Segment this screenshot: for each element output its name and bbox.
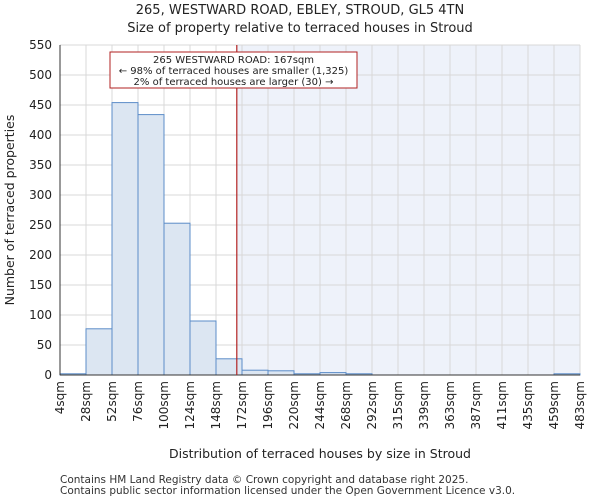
y-tick-label: 50: [37, 338, 52, 352]
x-tick-label: 76sqm: [131, 381, 145, 422]
x-tick-label: 4sqm: [53, 381, 67, 414]
histogram-bar: [85, 328, 113, 376]
y-tick-label: 350: [29, 158, 52, 172]
x-tick-label: 244sqm: [313, 381, 327, 429]
histogram-chart: 0 50 100 150 200 250 300 350 400 450 500 550 4sqm 28s…: [2, 38, 587, 461]
x-tick-label: 459sqm: [547, 381, 561, 429]
x-tick-label: 339sqm: [417, 381, 431, 429]
x-tick-label: 387sqm: [469, 381, 483, 429]
y-tick-label: 550: [29, 38, 52, 52]
y-tick-label: 150: [29, 278, 52, 292]
x-tick-label: 363sqm: [443, 381, 457, 429]
y-tick-label: 500: [29, 68, 52, 82]
x-tick-label: 292sqm: [365, 381, 379, 429]
histogram-bar: [267, 370, 295, 376]
x-tick-label: 100sqm: [157, 381, 171, 429]
histogram-bar: [189, 320, 217, 376]
x-tick-label: 124sqm: [183, 381, 197, 429]
histogram-bar: [163, 222, 191, 376]
x-tick-label: 268sqm: [339, 381, 353, 429]
x-tick-label: 172sqm: [235, 381, 249, 429]
y-tick-label: 400: [29, 128, 52, 142]
chart-subtitle: Size of property relative to terraced ho…: [127, 21, 473, 36]
y-tick-label: 300: [29, 188, 52, 202]
y-tick-label: 200: [29, 248, 52, 262]
histogram-bar: [137, 114, 165, 376]
chart-title: 265, WESTWARD ROAD, EBLEY, STROUD, GL5 4…: [135, 3, 465, 18]
footer-licence: Contains public sector information licen…: [60, 485, 516, 497]
histogram-bar: [241, 369, 269, 376]
annotation-line-1: 265 WESTWARD ROAD: 167sqm: [153, 55, 314, 66]
x-tick-label: 148sqm: [209, 381, 223, 429]
histogram-bar: [111, 102, 139, 376]
annotation-line-3: 2% of terraced houses are larger (30) →: [134, 77, 334, 88]
y-tick-label: 0: [44, 368, 52, 382]
histogram-bar: [215, 358, 243, 376]
y-axis-title: Number of terraced properties: [2, 115, 17, 306]
x-tick-label: 483sqm: [573, 381, 587, 429]
x-tick-label: 52sqm: [105, 381, 119, 422]
y-tick-label: 250: [29, 218, 52, 232]
y-tick-label: 450: [29, 98, 52, 112]
footer-copyright: Contains HM Land Registry data © Crown c…: [60, 474, 469, 486]
annotation-box: [109, 51, 358, 89]
y-tick-label: 100: [29, 308, 52, 322]
x-tick-label: 315sqm: [391, 381, 405, 429]
x-axis-title: Distribution of terraced houses by size …: [169, 446, 471, 461]
x-tick-label: 28sqm: [79, 381, 93, 422]
x-tick-label: 220sqm: [287, 381, 301, 429]
x-tick-label: 435sqm: [521, 381, 535, 429]
larger-region-shading: [236, 45, 581, 375]
x-tick-label: 196sqm: [261, 381, 275, 429]
x-tick-label: 411sqm: [495, 381, 509, 429]
annotation-line-2: ← 98% of terraced houses are smaller (1,…: [119, 66, 349, 77]
